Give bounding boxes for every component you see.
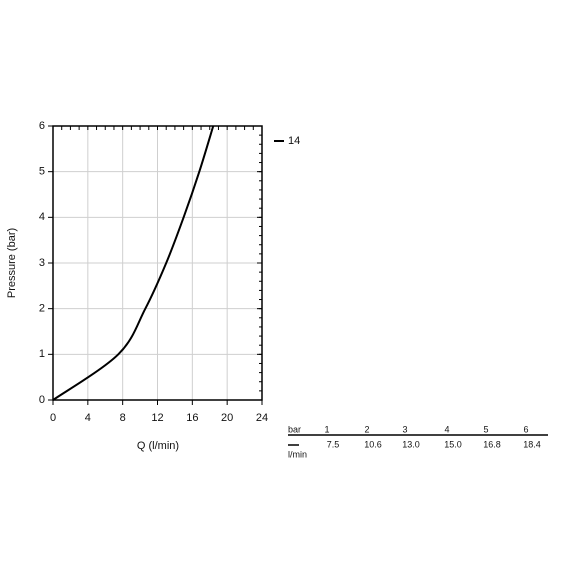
table-cell: 7.5 bbox=[327, 439, 340, 449]
table-header-cell: 1 bbox=[324, 424, 329, 434]
x-tick-label: 4 bbox=[85, 412, 91, 424]
table-cell: 18.4 bbox=[523, 439, 541, 449]
table-cell: 13.0 bbox=[402, 439, 420, 449]
table-cell: 16.8 bbox=[483, 439, 501, 449]
x-axis-label: Q (l/min) bbox=[137, 440, 179, 452]
y-tick-label: 4 bbox=[39, 211, 45, 223]
y-tick-label: 1 bbox=[39, 348, 45, 360]
table-header-cell: 2 bbox=[364, 424, 369, 434]
y-tick-label: 3 bbox=[39, 257, 45, 269]
x-tick-label: 0 bbox=[50, 412, 56, 424]
y-tick-label: 0 bbox=[39, 394, 45, 406]
x-tick-label: 16 bbox=[186, 412, 198, 424]
table-header-cell: 3 bbox=[402, 424, 407, 434]
series-line bbox=[52, 125, 215, 401]
x-tick-label: 8 bbox=[120, 412, 126, 424]
x-tick-label: 20 bbox=[221, 412, 233, 424]
table-cell: 10.6 bbox=[364, 439, 382, 449]
table-header-cell: 4 bbox=[444, 424, 449, 434]
y-tick-label: 2 bbox=[39, 303, 45, 315]
table-cell: 15.0 bbox=[444, 439, 462, 449]
x-tick-label: 24 bbox=[256, 412, 268, 424]
y-axis-label: Pressure (bar) bbox=[6, 228, 18, 298]
table-header-cell: 5 bbox=[483, 424, 488, 434]
table-row-label: l/min bbox=[288, 449, 307, 459]
x-tick-label: 12 bbox=[151, 412, 163, 424]
y-tick-label: 5 bbox=[39, 166, 45, 178]
legend-label: 14 bbox=[288, 135, 300, 147]
plot-frame bbox=[52, 125, 263, 401]
y-tick-label: 6 bbox=[39, 120, 45, 132]
table-row-label: bar bbox=[288, 424, 301, 434]
table-header-cell: 6 bbox=[523, 424, 528, 434]
